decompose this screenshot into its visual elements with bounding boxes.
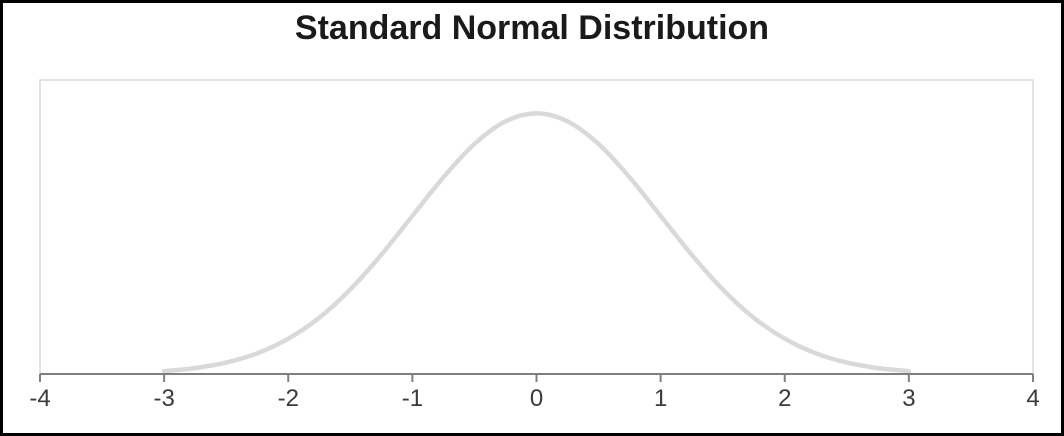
chart-title: Standard Normal Distribution	[294, 9, 770, 47]
x-tick-label: 0	[530, 385, 543, 412]
x-tick-label: 2	[778, 385, 791, 412]
plot-area-border	[39, 79, 1034, 375]
x-tick-label: -3	[153, 385, 174, 412]
x-tick-label: 3	[902, 385, 915, 412]
normal-curve	[161, 111, 912, 374]
x-tick-label: -1	[402, 385, 423, 412]
x-axis-tick-labels: -4 -3 -2 -1 0 1 2 3 4	[29, 385, 1039, 412]
x-tick-label: 4	[1026, 385, 1039, 412]
x-tick-label: -2	[278, 385, 299, 412]
x-tick-label: 1	[654, 385, 667, 412]
x-axis-ticks	[39, 374, 1034, 382]
x-tick-label: -4	[29, 385, 50, 412]
